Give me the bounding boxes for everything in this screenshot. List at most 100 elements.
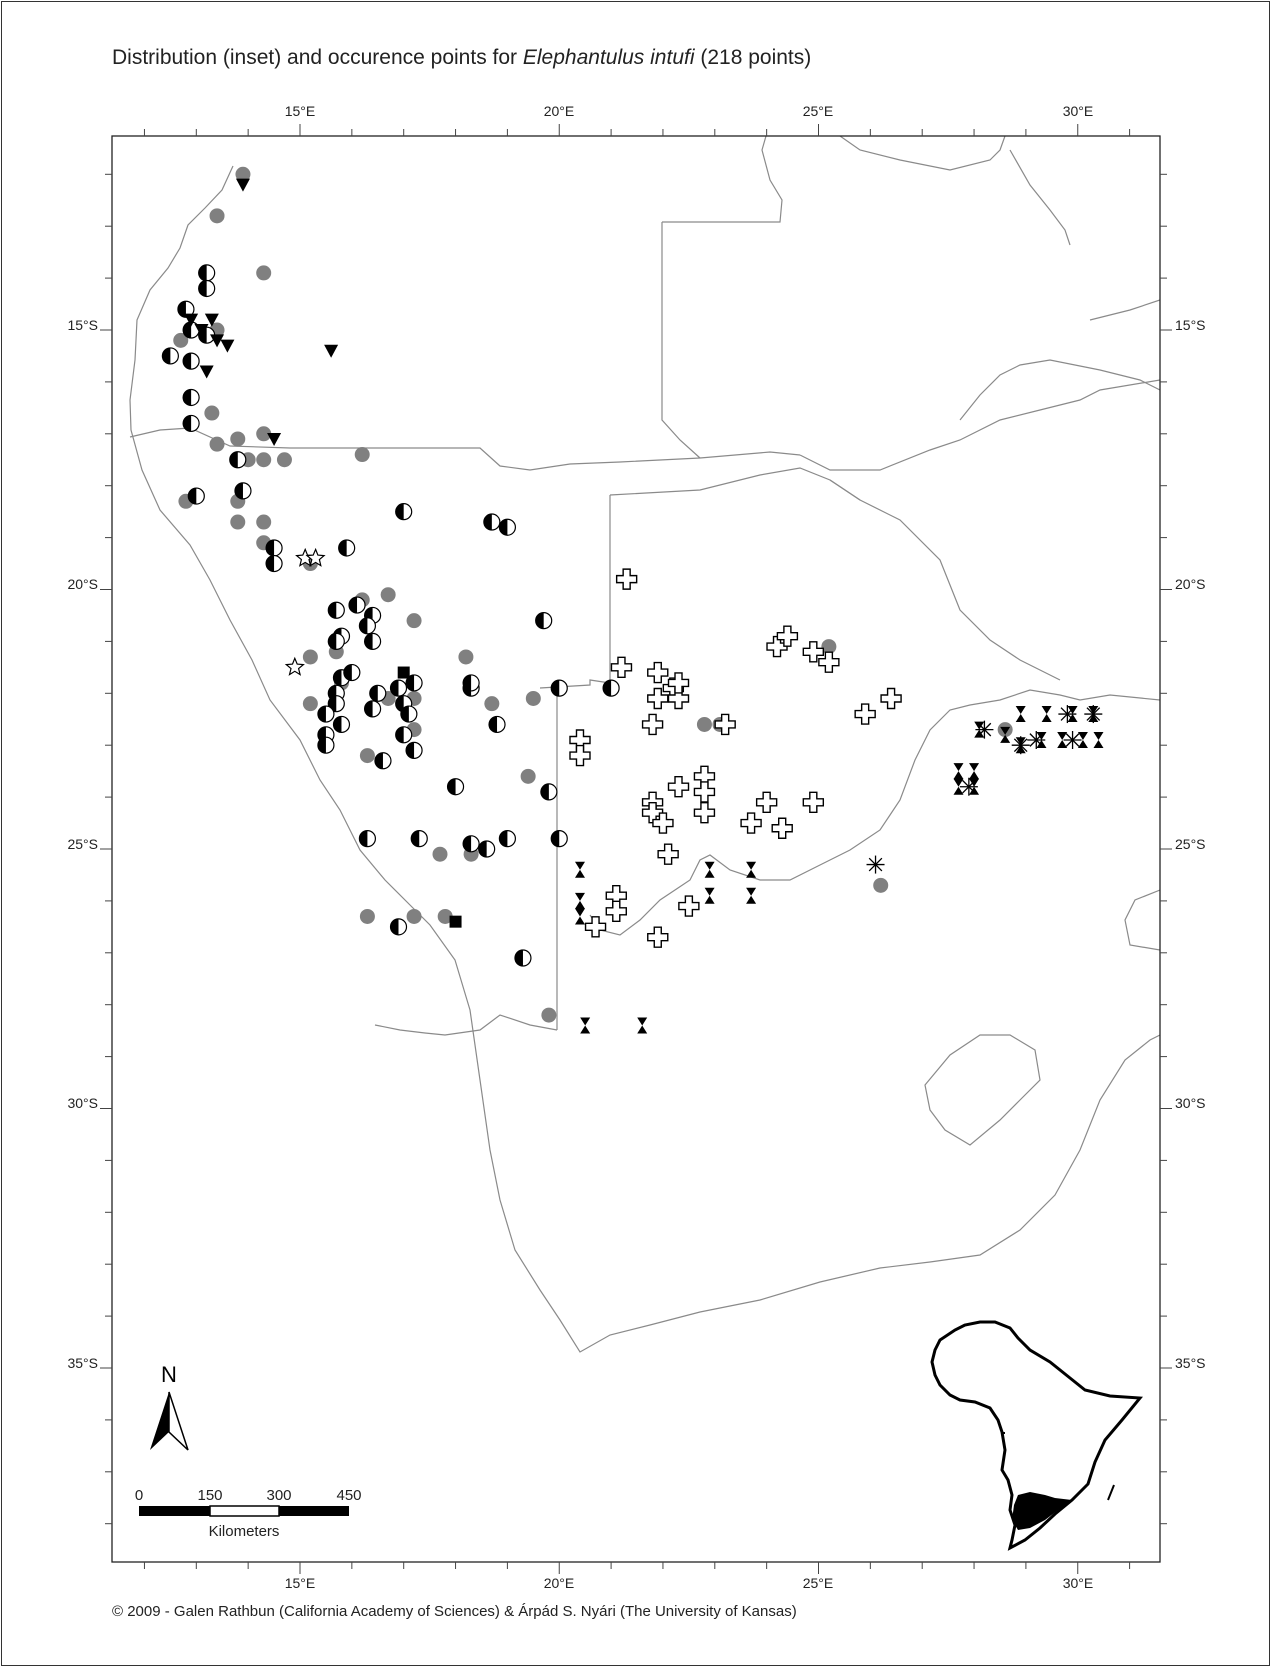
open-cross-point: [693, 781, 716, 803]
half-circle-point: [187, 487, 205, 505]
hourglass-point: [969, 763, 980, 780]
scale-segment: [209, 1505, 280, 1517]
half-circle-point: [182, 321, 200, 339]
country-borders: [129, 136, 1160, 1353]
half-circle-point: [234, 482, 252, 500]
grey-circle-point: [359, 748, 375, 764]
lon-label-bottom: 30°E: [1063, 1575, 1094, 1591]
lon-label-top: 30°E: [1063, 103, 1094, 119]
tanzania-border: [1089, 299, 1160, 321]
asterisk-point: [866, 855, 885, 874]
open-cross-point: [854, 703, 876, 725]
open-cross-point: [802, 791, 825, 813]
hourglass-point: [1015, 706, 1026, 723]
half-circle-point: [462, 674, 480, 692]
grey-circle-point: [276, 452, 292, 468]
hourglass-point: [1077, 732, 1088, 749]
title-species: Elephantulus intufi: [522, 46, 695, 69]
half-circle-point: [317, 736, 335, 754]
half-circle-point: [389, 679, 408, 697]
africa-continent: [930, 1320, 1144, 1551]
grey-circle-point: [359, 908, 375, 924]
grey-circle-point: [209, 436, 225, 452]
hourglass-point: [574, 861, 585, 878]
grey-circle-point: [380, 587, 396, 603]
half-circle-point: [182, 352, 200, 370]
lat-label-left: 20°S: [67, 576, 98, 592]
north-arrow-light-half: [168, 1391, 189, 1451]
asterisk-point: [1011, 736, 1030, 755]
lat-label-right: 25°S: [1175, 836, 1206, 852]
grey-circle-point: [209, 208, 225, 224]
scale-tick-label: 300: [266, 1487, 291, 1504]
madagascar-hint: [1107, 1484, 1115, 1501]
open-cross-point: [569, 744, 591, 767]
map-title: Distribution (inset) and occurence point…: [112, 46, 811, 70]
half-circle-point: [550, 679, 568, 697]
grey-circle-point: [256, 514, 272, 530]
half-circle-point: [343, 663, 361, 682]
asterisk-point: [1063, 731, 1082, 750]
grey-circle-point: [256, 426, 272, 442]
open-cross-point: [880, 687, 902, 710]
open-cross-point: [776, 625, 799, 647]
grey-circle-point: [458, 649, 474, 665]
grey-circle-point: [354, 447, 370, 463]
half-circle-point: [483, 513, 501, 531]
lat-label-left: 15°S: [67, 317, 98, 333]
half-circle-point: [535, 612, 553, 630]
grey-circle-point: [432, 846, 448, 862]
half-circle-point: [602, 679, 620, 697]
half-circle-point: [348, 596, 366, 614]
lat-label-right: 30°S: [1175, 1095, 1206, 1111]
open-cross-point: [647, 687, 669, 710]
half-circle-point: [161, 347, 179, 365]
graticule-ticks: [100, 124, 1172, 1574]
lat-label-left: 25°S: [67, 836, 98, 852]
hourglass-point: [746, 887, 757, 904]
island-dot: [1003, 1432, 1005, 1434]
half-circle-point: [332, 715, 351, 734]
title-prefix: Distribution (inset) and occurence point…: [112, 46, 518, 69]
hourglass-point: [1000, 726, 1011, 743]
half-circle-point: [488, 715, 506, 734]
half-circle-point: [400, 705, 418, 723]
hourglass-point: [1093, 732, 1104, 749]
africa-inset: [930, 1320, 1144, 1551]
asterisk-point: [975, 720, 994, 739]
square-point: [449, 915, 462, 928]
hourglass-point: [746, 861, 757, 878]
half-circle-point: [358, 617, 377, 635]
hourglass-point: [580, 1017, 591, 1034]
half-circle-point: [363, 632, 382, 651]
orange-river: [589, 689, 1160, 936]
grey-circle-point: [696, 716, 712, 732]
open-cross-point: [584, 916, 607, 938]
lat-label-right: 15°S: [1175, 317, 1206, 333]
open-cross-point: [615, 568, 638, 590]
half-circle-point: [265, 554, 283, 573]
scale-segment: [279, 1506, 349, 1516]
open-cross-point: [647, 926, 669, 948]
grey-circle-point: [821, 639, 837, 655]
lat-label-left: 35°S: [67, 1355, 98, 1371]
namibia-botswana-east: [539, 679, 611, 689]
copyright-footer: © 2009 - Galen Rathbun (California Acade…: [112, 1603, 797, 1620]
swaziland-border: [1124, 889, 1160, 951]
scale-tick-label: 0: [135, 1487, 143, 1504]
triangle-down-point: [267, 432, 282, 446]
hourglass-point: [1041, 706, 1052, 723]
hourglass-point: [574, 892, 585, 909]
graticule-labels: 15°E 20°E 25°E 30°E 15°E 20°E 25°E 30°E …: [67, 103, 1205, 1591]
grey-circle-point: [437, 908, 453, 924]
open-cross-point: [755, 791, 778, 813]
hourglass-point: [704, 887, 715, 904]
grey-circle-point: [256, 452, 272, 468]
open-cross-point: [610, 656, 633, 679]
lon-label-bottom: 20°E: [544, 1575, 575, 1591]
mozambique-border: [959, 359, 1160, 421]
grey-circle-point: [256, 265, 272, 281]
scale-bar: 0 150 300 450 Kilometers: [135, 1487, 362, 1540]
grey-circle-point: [230, 514, 246, 530]
lake-mweru: [1009, 149, 1071, 246]
